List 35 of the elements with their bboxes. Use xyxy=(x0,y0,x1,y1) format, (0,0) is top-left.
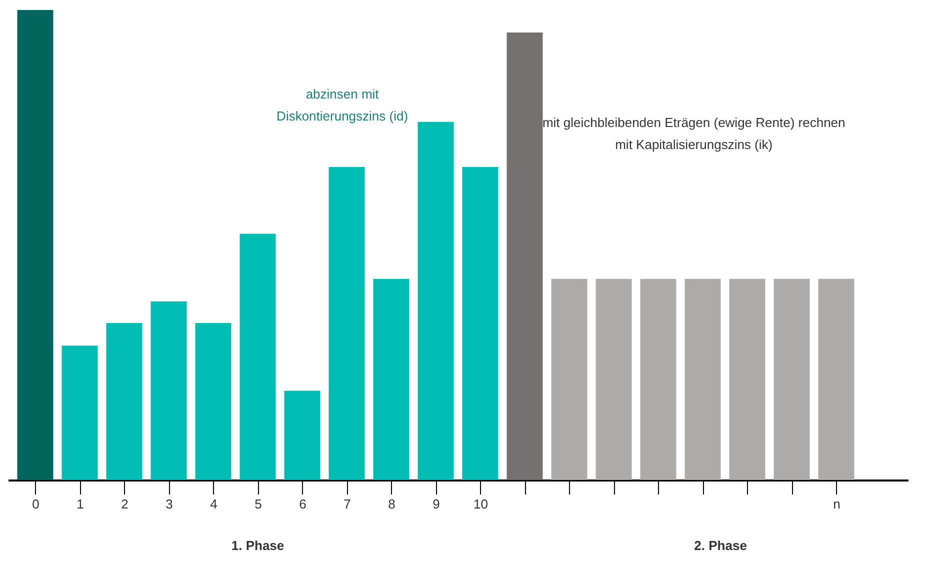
bar xyxy=(328,166,365,480)
x-tick-label: n xyxy=(833,496,840,512)
x-tick-label: 4 xyxy=(210,496,218,512)
bar xyxy=(729,278,766,480)
x-tick-label: 5 xyxy=(254,496,262,512)
bar xyxy=(506,32,543,480)
bar xyxy=(418,122,454,480)
bar xyxy=(640,278,676,480)
text: 1. Phase xyxy=(231,538,284,553)
bar xyxy=(596,278,632,480)
x-tick-label: 1 xyxy=(76,496,84,512)
annotation: mit gleichbleibenden Eträgen (ewige Rente) rechnen mit Kapitalisierungszins (ik) xyxy=(542,114,846,152)
x-tick-label: 3 xyxy=(166,496,173,512)
x-tick-label: 7 xyxy=(344,496,351,512)
x-tick-label: 10 xyxy=(474,496,488,512)
x-tick-label: 0 xyxy=(32,496,40,512)
bar xyxy=(818,278,854,480)
bar xyxy=(150,301,187,480)
bar xyxy=(17,10,54,480)
bar xyxy=(774,278,810,480)
bar xyxy=(551,278,588,480)
bar xyxy=(373,278,410,480)
x-tick-label: 9 xyxy=(432,496,440,512)
x-tick-label: 2 xyxy=(121,496,128,512)
bar xyxy=(240,234,276,480)
text: 2. Phase xyxy=(694,538,747,553)
bar xyxy=(462,166,498,480)
annotation: abzinsen mit Diskontierungszins (id) xyxy=(276,86,408,124)
bar xyxy=(284,390,320,480)
x-tick-label: 8 xyxy=(388,496,396,512)
bar xyxy=(195,323,232,480)
bar xyxy=(62,346,98,480)
x-tick-label: 6 xyxy=(299,496,306,512)
bar xyxy=(684,278,721,480)
bar xyxy=(106,323,142,480)
